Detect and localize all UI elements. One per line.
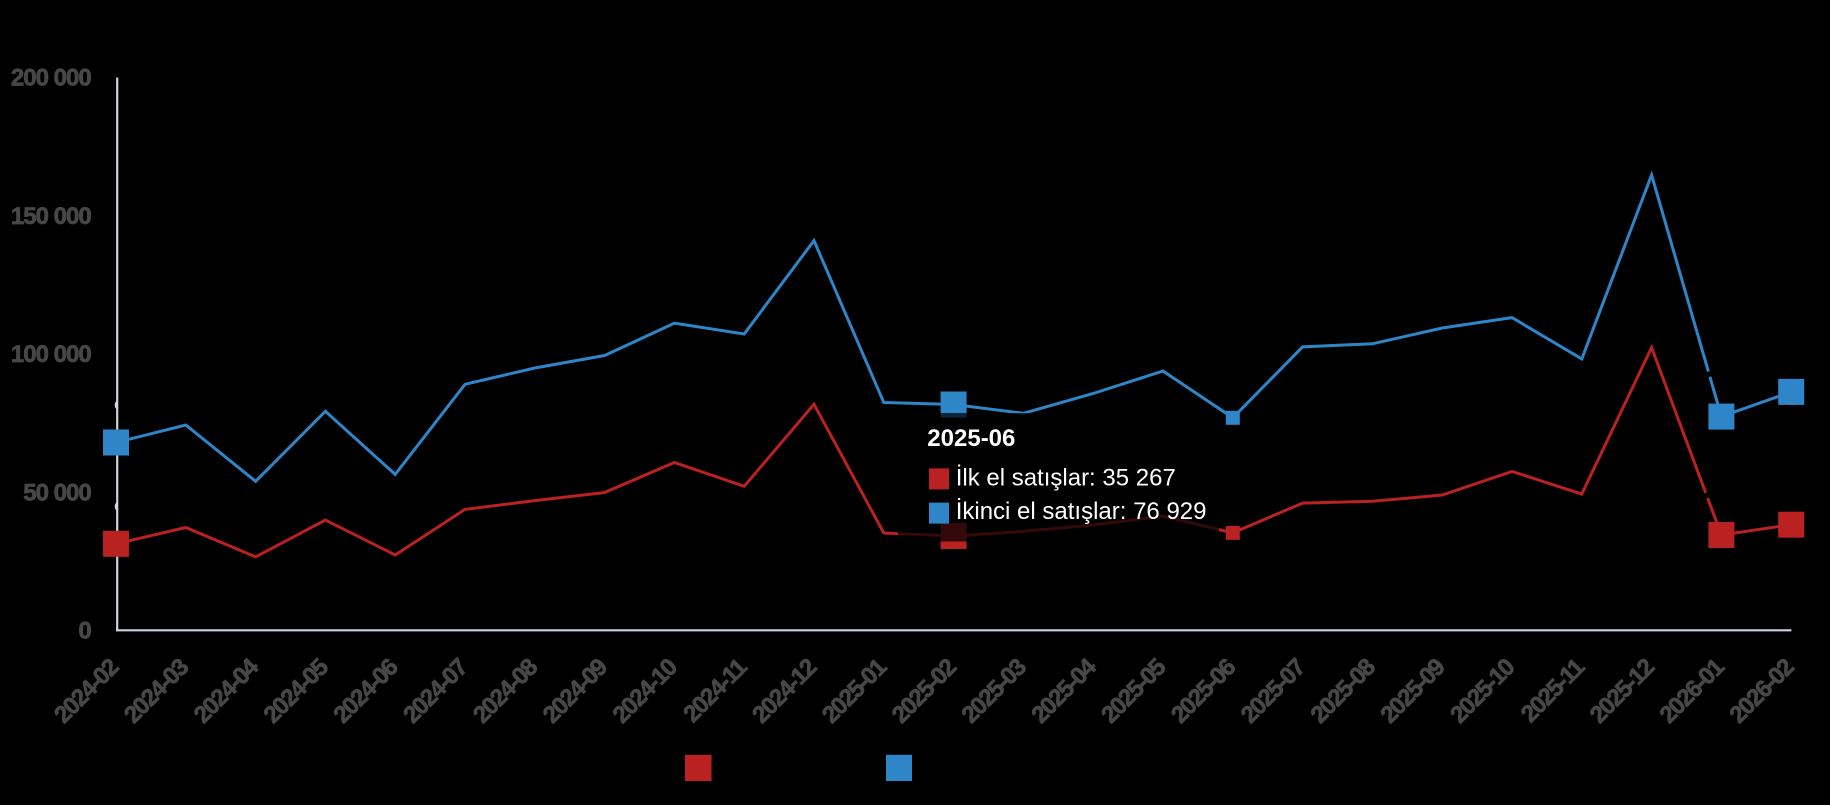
svg-text:50 000: 50 000 [23, 479, 91, 506]
svg-text:İlk el satışlar: 35 267: İlk el satışlar: 35 267 [956, 465, 1176, 492]
svg-text:150 000: 150 000 [11, 203, 91, 230]
svg-text:2025-06: 2025-06 [927, 425, 1015, 452]
svg-text:100 000: 100 000 [11, 341, 91, 368]
svg-text:İkinci el satışlar: 76 929: İkinci el satışlar: 76 929 [956, 498, 1207, 525]
svg-text:0: 0 [78, 618, 91, 645]
svg-text:İkinci el satışlar: İkinci el satışlar [922, 754, 1086, 781]
svg-text:200 000: 200 000 [11, 65, 91, 92]
svg-text:İlk el satışlar: İlk el satışlar [721, 754, 854, 781]
